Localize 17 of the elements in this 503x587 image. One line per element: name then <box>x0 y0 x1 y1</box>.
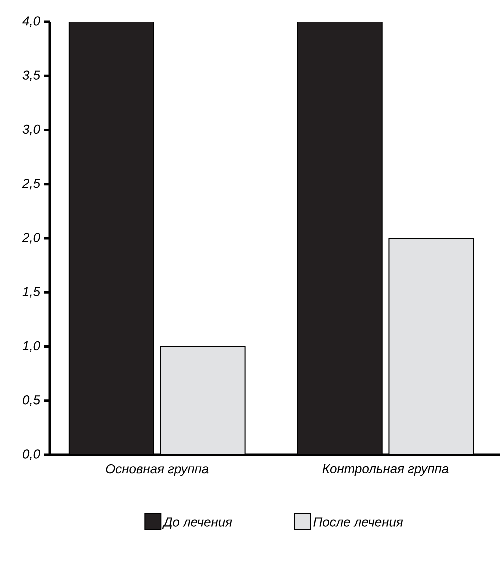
y-tick-label: 2,0 <box>22 233 40 244</box>
x-tick-label: Основная группа <box>106 464 209 476</box>
legend-label: До лечения <box>162 518 232 530</box>
y-tick-label: 1,5 <box>22 287 40 298</box>
y-tick-label: 0,0 <box>22 450 40 460</box>
x-tick-label: Контрольная группа <box>322 464 449 476</box>
bar <box>388 238 474 455</box>
y-tick-label: 0,5 <box>22 396 40 406</box>
y-tick-label: 2,5 <box>22 179 40 190</box>
y-tick-label: 3,5 <box>22 70 40 82</box>
y-tick-label: 4,0 <box>22 16 40 28</box>
y-tick-label: 3,0 <box>22 124 40 136</box>
y-tick-label: 1,0 <box>22 341 40 352</box>
legend-label: После лечения <box>314 518 403 527</box>
bar <box>160 346 246 455</box>
bar <box>297 22 383 455</box>
bar <box>68 22 154 455</box>
